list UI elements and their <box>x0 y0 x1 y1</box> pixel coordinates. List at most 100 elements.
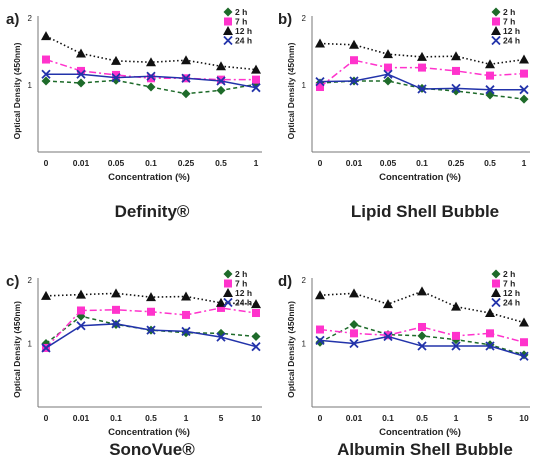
data-point-stroke-b <box>485 341 495 351</box>
x-tick-label: 0.1 <box>416 158 428 168</box>
data-point-stroke-b <box>181 73 191 83</box>
data-point <box>111 288 121 298</box>
panel-label: a) <box>6 11 19 28</box>
panel-caption: Lipid Shell Bubble <box>351 202 499 221</box>
data-point <box>417 341 427 351</box>
legend-marker-stroke-b <box>491 35 501 46</box>
data-point-stroke-b <box>251 83 261 93</box>
y-tick-label: 1 <box>302 340 307 349</box>
data-point <box>216 85 226 95</box>
data-point <box>315 38 325 48</box>
data-point <box>146 57 156 67</box>
x-tick-label: 0.01 <box>346 413 363 423</box>
legend-entry: 12 h <box>223 288 252 298</box>
data-point-stroke-b <box>111 72 121 83</box>
x-tick-label: 0.5 <box>416 413 428 423</box>
data-point <box>147 307 155 316</box>
data-point <box>41 31 51 41</box>
legend-marker <box>223 297 233 308</box>
data-point <box>216 332 226 342</box>
data-point-stroke-b <box>146 71 156 81</box>
data-point-stroke-b <box>349 76 359 86</box>
legend-marker <box>223 269 233 279</box>
data-point <box>485 59 495 69</box>
data-point <box>76 69 86 79</box>
data-point-stroke-b <box>216 332 226 342</box>
legend-marker <box>223 35 233 46</box>
y-axis-label: Optical Density (450nm) <box>286 301 296 398</box>
series-12h <box>41 288 261 309</box>
data-point <box>77 66 85 75</box>
data-point <box>41 69 51 79</box>
data-point <box>146 71 156 81</box>
data-point <box>41 76 51 86</box>
data-point <box>519 317 529 327</box>
x-tick-label: 5 <box>488 413 493 423</box>
legend-marker <box>491 288 501 297</box>
legend-marker-stroke-b <box>223 297 233 308</box>
chart-panel-2: b) 2 1 0 0.01 0.05 0.1 0.25 0.5 1 Concentration (%… <box>278 7 530 221</box>
x-tick-label: 0.1 <box>110 413 122 423</box>
data-point-stroke-b <box>315 335 325 345</box>
panel-caption: Albumin Shell Bubble <box>337 440 513 459</box>
data-point <box>519 351 529 361</box>
data-point <box>383 331 393 342</box>
legend-entry: 2 h <box>223 7 247 17</box>
legend-entry: 24 h <box>223 297 252 308</box>
data-point <box>76 321 86 331</box>
x-tick-label: 1 <box>184 413 189 423</box>
data-point <box>485 341 495 351</box>
series-24h <box>315 331 529 361</box>
data-point <box>519 85 529 95</box>
x-tick-label: 0.1 <box>145 158 157 168</box>
data-point-stroke-b <box>181 326 191 337</box>
legend-label: 12 h <box>503 26 520 36</box>
data-point <box>349 319 359 329</box>
legend-marker <box>491 35 501 46</box>
data-point-stroke-b <box>41 343 51 353</box>
data-point <box>451 341 461 351</box>
x-tick-label: 0.01 <box>73 158 90 168</box>
data-point-stroke-b <box>251 342 261 352</box>
data-point-stroke-b <box>76 69 86 79</box>
data-point-stroke-b <box>451 341 461 351</box>
x-axis-label: Concentration (%) <box>379 172 461 183</box>
x-tick-label: 0.05 <box>380 158 397 168</box>
panel-label: b) <box>278 11 292 28</box>
data-point <box>77 306 85 315</box>
legend-entry: 12 h <box>223 26 252 36</box>
x-tick-label: 0.25 <box>448 158 465 168</box>
legend-label: 24 h <box>503 36 520 46</box>
legend-label: 7 h <box>235 17 247 27</box>
legend-entry: 2 h <box>491 269 515 279</box>
data-point-stroke-b <box>383 331 393 342</box>
data-point <box>315 290 325 300</box>
data-point <box>383 299 393 309</box>
data-point <box>42 55 50 64</box>
legend-entry: 2 h <box>491 7 515 17</box>
legend-marker <box>491 26 501 35</box>
x-tick-label: 0.25 <box>178 158 195 168</box>
data-point-stroke-b <box>383 69 393 79</box>
data-point <box>349 288 359 298</box>
y-tick-label: 1 <box>28 340 33 349</box>
legend-marker <box>223 7 233 17</box>
legend-label: 2 h <box>235 7 247 17</box>
legend-entry: 12 h <box>491 288 520 298</box>
data-point-stroke-b <box>417 84 427 94</box>
data-point <box>417 286 427 296</box>
data-point <box>146 82 156 92</box>
data-point <box>520 69 528 78</box>
data-point <box>486 71 494 80</box>
data-point <box>181 89 191 99</box>
data-point <box>217 75 225 84</box>
data-point <box>486 329 494 338</box>
x-tick-label: 0.05 <box>108 158 125 168</box>
data-point-stroke-b <box>146 325 156 335</box>
legend-marker <box>492 17 500 26</box>
legend-marker <box>491 7 501 17</box>
legend-label: 12 h <box>235 26 252 36</box>
x-tick-label: 10 <box>519 413 529 423</box>
